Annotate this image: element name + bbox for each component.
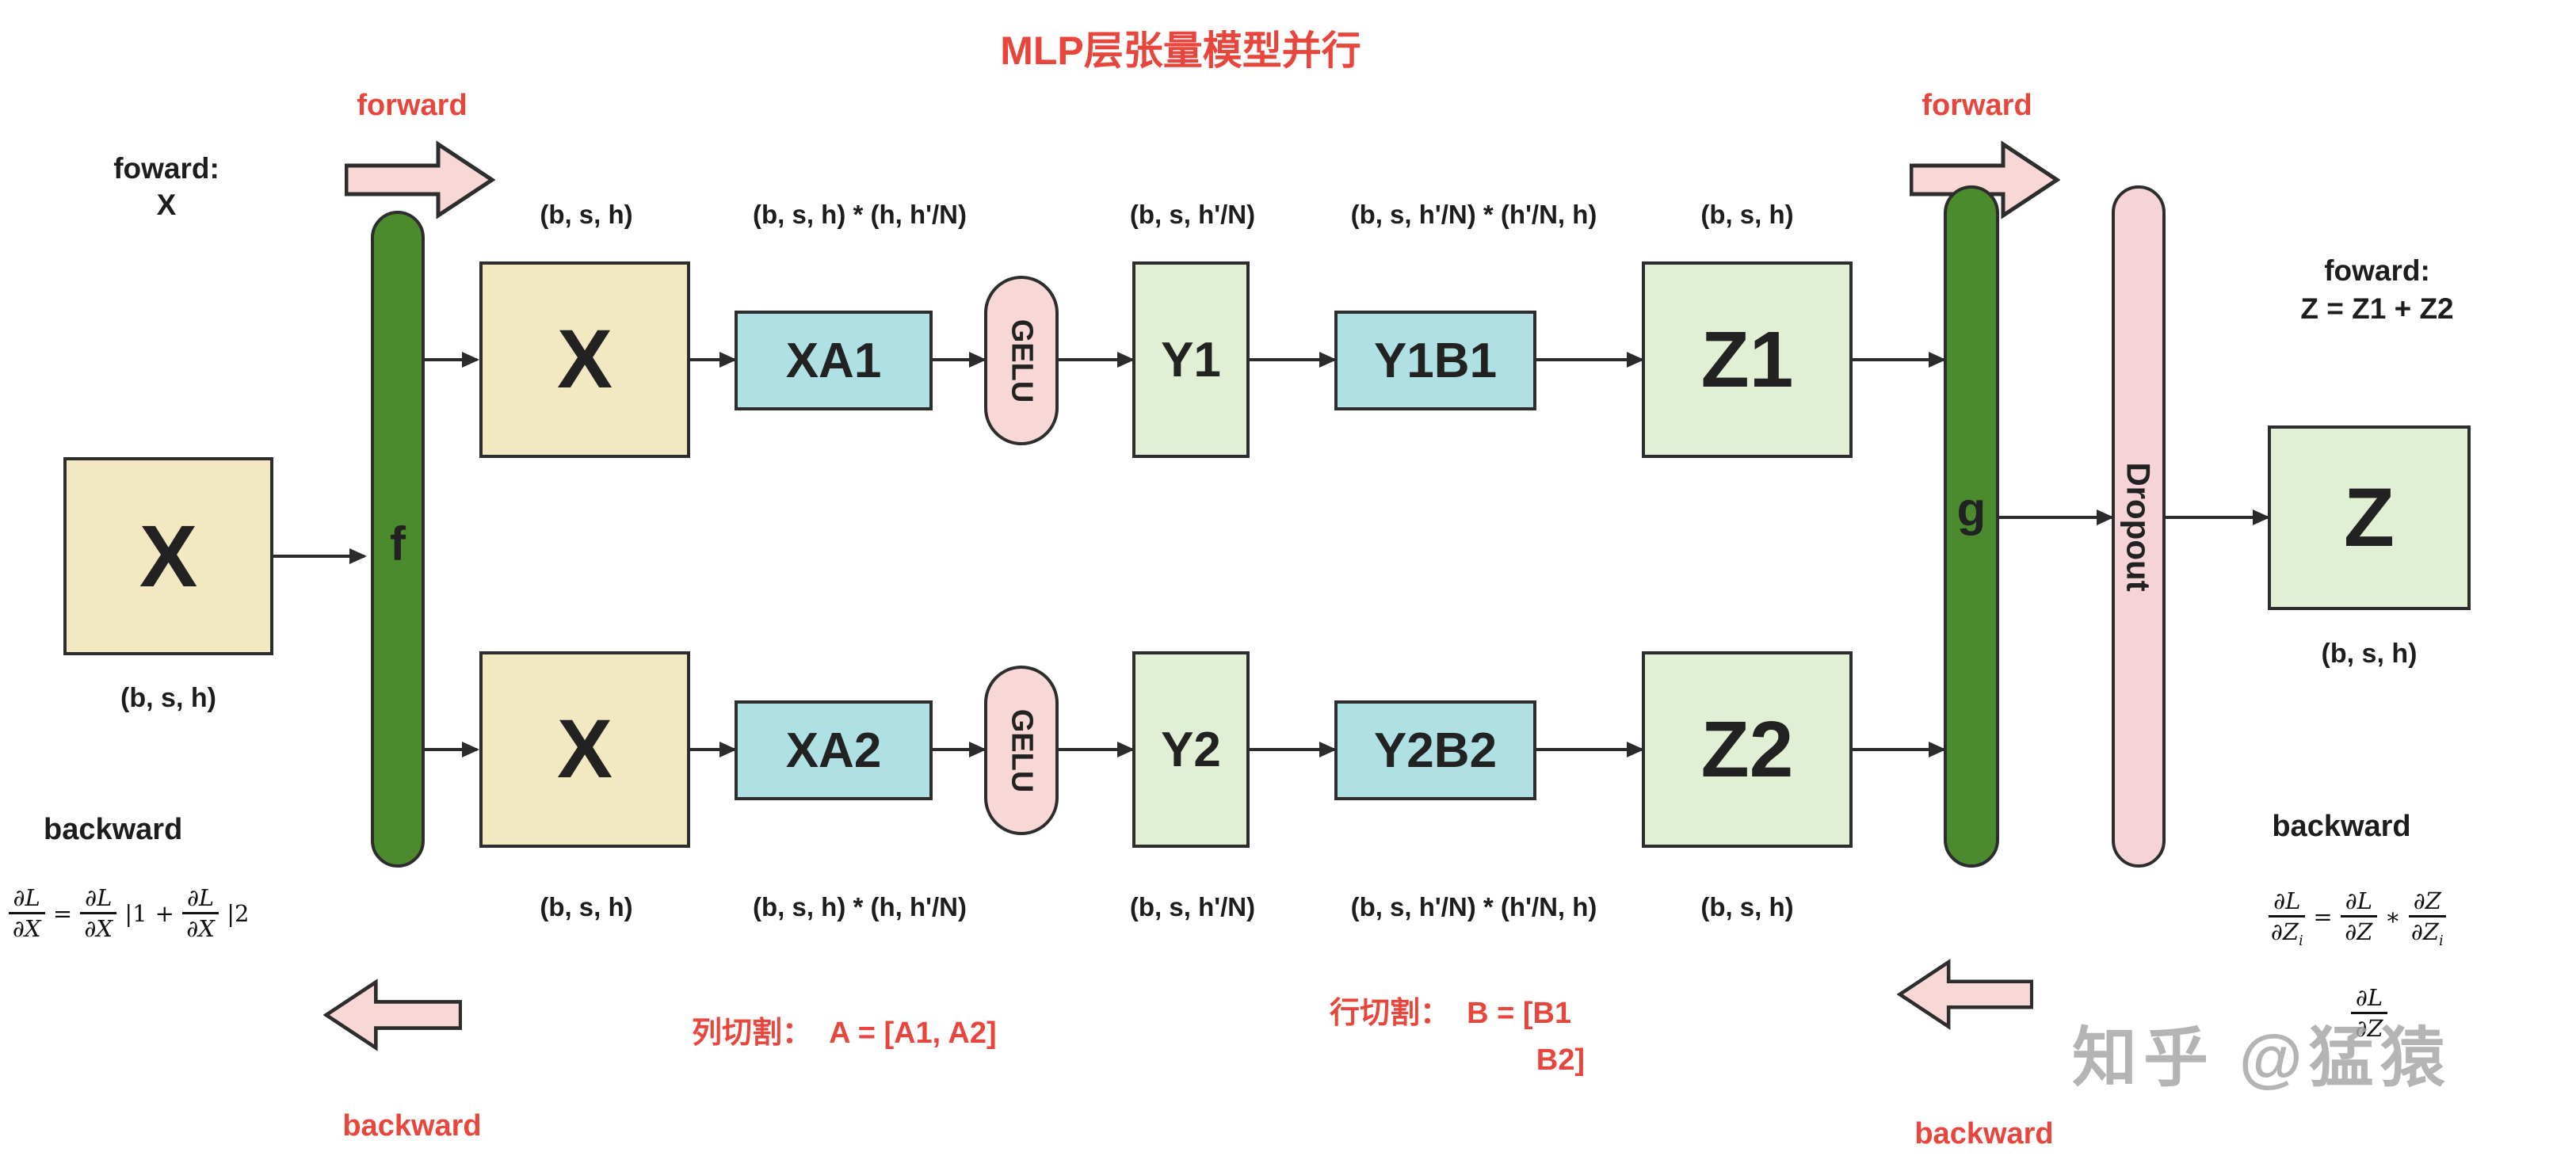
frac-dl-dzi: ∂L ∂Z i xyxy=(2269,889,2306,948)
forward-label-top-left: forward xyxy=(357,89,467,122)
right-forward-value: Z = Z1 + Z2 xyxy=(2300,292,2454,326)
arrow-x2-to-xa2 xyxy=(690,742,737,757)
z2-box: Z2 xyxy=(1642,651,1853,848)
backward-label-right: backward xyxy=(2272,810,2411,843)
row-split-line2: B2] xyxy=(1536,1043,1585,1077)
y1-box: Y1 xyxy=(1132,261,1250,458)
right-forward-caption: foward: xyxy=(2324,254,2430,287)
f-comm-bar xyxy=(371,211,425,868)
left-forward-note: foward: X xyxy=(79,151,254,224)
column-split-caption: 列切割： A = [A1, A2] xyxy=(692,1017,997,1050)
page-title: MLP层张量模型并行 xyxy=(1000,29,1361,73)
top-label-z: (b, s, h) xyxy=(1700,200,1794,229)
z1-box: Z1 xyxy=(1642,261,1853,458)
arrow-y1b1-to-z1 xyxy=(1536,352,1644,368)
top-label-x: (b, s, h) xyxy=(540,200,633,229)
dropout-bar: Dropout xyxy=(2112,185,2166,868)
backward-label-bottom-right: backward xyxy=(1914,1117,2054,1150)
gelu1-label: GELU xyxy=(1005,319,1039,403)
right-forward-note: foward: Z = Z1 + Z2 xyxy=(2258,252,2496,328)
backward-label-bottom-left: backward xyxy=(342,1109,482,1143)
arrow-y2-to-y2b2 xyxy=(1250,742,1337,757)
row-split-line1: 行切割： B = [B1 xyxy=(1330,997,1572,1030)
top-label-y: (b, s, h'/N) xyxy=(1129,200,1256,229)
bottom-label-yb: (b, s, h'/N) * (h'/N, h) xyxy=(1350,892,1597,921)
arrow-x1-to-xa1 xyxy=(690,352,737,368)
forward-block-arrow-icon xyxy=(1910,140,2060,219)
arrow-xa1-to-gelu1 xyxy=(933,352,987,368)
x2-box: X xyxy=(479,651,690,848)
arrow-x-to-f xyxy=(273,548,367,564)
backward-formula-right-cont: ∂L ∂Z xyxy=(2318,986,2421,1041)
arrow-xa2-to-gelu2 xyxy=(933,742,987,757)
top-label-yb: (b, s, h'/N) * (h'/N, h) xyxy=(1350,200,1597,229)
bottom-label-x: (b, s, h) xyxy=(540,892,633,921)
arrow-y2b2-to-z2 xyxy=(1536,742,1644,757)
left-forward-caption: foward: xyxy=(113,152,219,185)
arrow-g-to-dropout xyxy=(1999,509,2114,525)
y1b1-box: Y1B1 xyxy=(1334,311,1536,410)
dropout-label: Dropout xyxy=(2120,461,2158,592)
backward-formula-left: ∂L ∂X = ∂L ∂X |1 + ∂L ∂X |2 xyxy=(4,886,254,941)
frac-dl-dz: ∂L ∂Z xyxy=(2340,889,2377,944)
bottom-label-y: (b, s, h'/N) xyxy=(1129,892,1256,921)
input-x-shape: (b, s, h) xyxy=(120,683,216,713)
row-split-caption: 行切割： B = [B1 B2] xyxy=(1330,990,1591,1084)
gelu2-label: GELU xyxy=(1005,708,1039,792)
arrow-z1-to-g xyxy=(1853,352,1946,368)
backward-formula-right: ∂L ∂Z i = ∂L ∂Z ∗ ∂Z ∂Z i xyxy=(2183,889,2532,948)
frac-dl-dx-2: ∂L ∂X xyxy=(181,886,219,941)
y2b2-box: Y2B2 xyxy=(1334,700,1536,800)
arrow-gelu2-to-y2 xyxy=(1059,742,1135,757)
output-z-shape: (b, s, h) xyxy=(2321,639,2418,669)
gelu1-capsule: GELU xyxy=(984,276,1059,445)
output-z-label: Z xyxy=(2343,471,2395,564)
f-bar-label: f xyxy=(390,517,406,570)
bottom-label-xa: (b, s, h) * (h, h'/N) xyxy=(753,892,967,921)
xa2-box: XA2 xyxy=(735,700,933,800)
arrow-z2-to-g xyxy=(1853,742,1946,757)
arrow-y1-to-y1b1 xyxy=(1250,352,1337,368)
xa1-box: XA1 xyxy=(735,311,933,410)
backward-label-left: backward xyxy=(44,813,183,846)
bottom-label-z: (b, s, h) xyxy=(1700,892,1794,921)
top-label-xa: (b, s, h) * (h, h'/N) xyxy=(753,200,967,229)
frac-dz-dzi: ∂Z ∂Z i xyxy=(2408,889,2446,948)
input-x-label: X xyxy=(139,507,198,605)
frac-dl-dz-2: ∂L ∂Z xyxy=(2350,986,2388,1041)
arrow-dropout-to-z xyxy=(2166,509,2270,525)
arrow-gelu1-to-y1 xyxy=(1059,352,1135,368)
arrow-f-to-x2 xyxy=(425,742,479,757)
forward-block-arrow-icon xyxy=(345,140,495,219)
left-forward-value: X xyxy=(156,189,177,222)
frac-dl-dx: ∂L ∂X xyxy=(8,886,45,941)
watermark: 知乎 @猛猿 xyxy=(2072,1022,2452,1094)
forward-label-top-right: forward xyxy=(1922,89,2032,122)
y2-box: Y2 xyxy=(1132,651,1250,848)
x1-box: X xyxy=(479,261,690,458)
input-x-box: X xyxy=(63,457,273,655)
g-comm-bar xyxy=(1944,185,1999,868)
output-z-box: Z xyxy=(2268,425,2471,610)
backward-block-arrow-icon xyxy=(323,979,462,1051)
gelu2-capsule: GELU xyxy=(984,666,1059,835)
backward-block-arrow-icon xyxy=(1897,959,2033,1030)
arrow-f-to-x1 xyxy=(425,352,479,368)
frac-dl-dx-1: ∂L ∂X xyxy=(80,886,117,941)
g-bar-label: g xyxy=(1956,483,1986,536)
